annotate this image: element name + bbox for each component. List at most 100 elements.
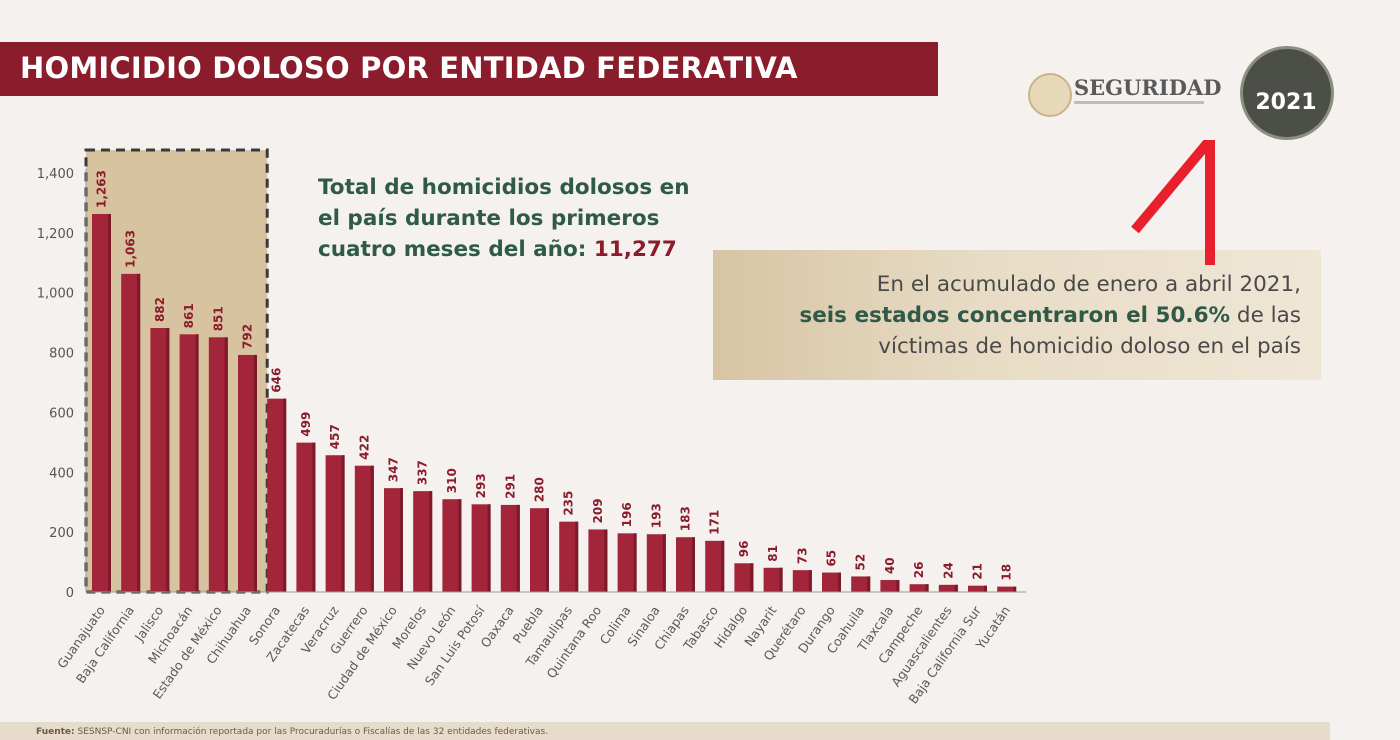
callout-box: En el acumulado de enero a abril 2021, s… — [713, 250, 1321, 380]
bar-value-label: 65 — [825, 550, 839, 567]
bar — [296, 442, 316, 592]
bar-shade — [984, 585, 987, 592]
bar-shade — [1013, 586, 1017, 592]
bar-shade — [604, 529, 608, 592]
footer-body: SESNSP-CNI con información reportada por… — [77, 727, 549, 737]
bar-value-label: 40 — [883, 557, 897, 574]
bar — [617, 533, 637, 592]
bar — [413, 491, 433, 592]
bar-value-label: 26 — [912, 562, 926, 579]
bar-value-label: 183 — [679, 506, 693, 531]
bar-shade — [370, 465, 374, 592]
bar-value-label: 280 — [533, 477, 547, 502]
bar-shade — [341, 455, 345, 592]
bar — [705, 540, 725, 592]
bar-shade — [546, 508, 549, 592]
bar-shade — [429, 491, 433, 592]
bar-shade — [662, 534, 666, 592]
bar — [646, 534, 666, 592]
y-tick-label: 0 — [66, 586, 74, 601]
bar-shade — [254, 354, 257, 592]
bar — [968, 585, 987, 592]
bar-value-label: 337 — [416, 460, 430, 485]
bar — [238, 354, 257, 592]
bar-value-label: 96 — [737, 541, 751, 558]
callout-line3: víctimas de homicidio doloso en el país — [878, 334, 1301, 359]
bar-value-label: 1,263 — [95, 170, 109, 208]
bar-value-label: 81 — [766, 545, 780, 562]
bar-value-label: 882 — [153, 297, 167, 322]
bar — [909, 584, 929, 592]
bar — [92, 214, 111, 592]
callout-rest: de las — [1230, 303, 1301, 328]
bar-shade — [166, 328, 170, 592]
bar-shade — [721, 540, 725, 592]
bar — [880, 580, 900, 592]
bar-value-label: 24 — [941, 562, 955, 579]
bar — [822, 572, 841, 592]
bar — [354, 465, 374, 592]
total-value: 11,277 — [593, 237, 677, 262]
seguridad-logo-subline — [1074, 101, 1204, 104]
bar — [676, 537, 695, 592]
bar — [938, 584, 958, 592]
bar-value-label: 457 — [328, 424, 342, 449]
bar — [267, 398, 287, 592]
y-tick-label: 600 — [49, 406, 74, 421]
bar-chart: 0 200 400 600 800 1,000 1,200 1,400 1,263 1,063 88… — [37, 148, 1027, 706]
bar-shade — [283, 398, 287, 592]
bar-shade — [954, 584, 958, 592]
bar-value-label: 347 — [387, 457, 401, 482]
bar-value-label: 293 — [474, 473, 488, 498]
bar — [792, 570, 812, 592]
bar-shade — [108, 214, 111, 592]
bar-value-label: 18 — [1000, 564, 1014, 581]
bar — [121, 273, 141, 592]
bar-shade — [808, 570, 812, 592]
bar — [559, 521, 579, 592]
y-tick-label: 800 — [49, 347, 74, 362]
footer-source: Fuente: SESNSP-CNI con información repor… — [36, 727, 548, 737]
bar-shade — [312, 442, 316, 592]
bar — [208, 337, 228, 592]
bar-value-label: 792 — [241, 324, 255, 349]
total-label: Total de homicidios dolosos en el país d… — [318, 175, 690, 262]
page-title: HOMICIDIO DOLOSO POR ENTIDAD FEDERATIVA — [20, 51, 798, 85]
seguridad-logo-text: SEGURIDAD — [1074, 75, 1222, 100]
y-tick-label: 1,400 — [37, 167, 74, 182]
bar-value-label: 209 — [591, 498, 605, 523]
title-bar: HOMICIDIO DOLOSO POR ENTIDAD FEDERATIVA — [0, 42, 938, 96]
bar-value-label: 1,063 — [124, 230, 138, 268]
bar-shade — [458, 499, 462, 592]
highlight-region — [86, 150, 268, 592]
total-homicides-text: Total de homicidios dolosos en el país d… — [318, 172, 698, 265]
bar-shade — [925, 584, 929, 592]
national-seal-icon — [1028, 73, 1072, 117]
bar-value-label: 422 — [357, 435, 371, 460]
bar-value-label: 193 — [649, 503, 663, 528]
callout-text: En el acumulado de enero a abril 2021, s… — [721, 269, 1301, 362]
badge-year: 2021 — [1255, 90, 1317, 115]
bar-shade — [633, 533, 637, 592]
bar-value-label: 235 — [562, 491, 576, 516]
callout-bold: seis estados concentraron el 50.6% — [799, 303, 1231, 328]
bar-value-label: 196 — [620, 502, 634, 527]
y-tick-label: 400 — [49, 466, 74, 481]
footer-label: Fuente: — [36, 727, 75, 737]
bar-value-label: 21 — [971, 563, 985, 580]
bar — [325, 455, 345, 592]
bar-value-label: 646 — [270, 368, 284, 393]
bar-shade — [137, 273, 141, 592]
y-tick-label: 1,200 — [37, 227, 74, 242]
bar-shade — [400, 488, 403, 592]
bar-shade — [224, 337, 228, 592]
bar-shade — [867, 576, 871, 592]
bar — [500, 504, 520, 592]
bar-shade — [575, 521, 579, 592]
bar — [384, 488, 403, 592]
y-tick-label: 200 — [49, 526, 74, 541]
bar-shade — [692, 537, 695, 592]
bar-shade — [896, 580, 900, 592]
bar — [442, 499, 462, 592]
bar — [734, 563, 754, 592]
